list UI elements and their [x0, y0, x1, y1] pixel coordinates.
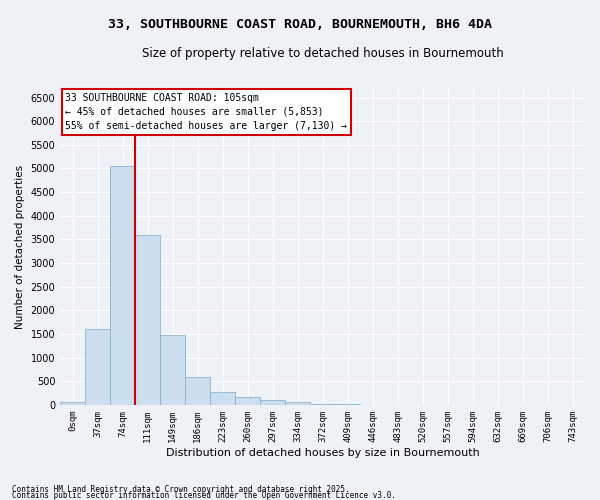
Text: 33 SOUTHBOURNE COAST ROAD: 105sqm
← 45% of detached houses are smaller (5,853)
5: 33 SOUTHBOURNE COAST ROAD: 105sqm ← 45% …: [65, 93, 347, 131]
Bar: [235, 396, 260, 405]
Bar: [260, 400, 285, 405]
Text: Contains HM Land Registry data © Crown copyright and database right 2025.: Contains HM Land Registry data © Crown c…: [12, 484, 350, 494]
Bar: [60, 402, 85, 405]
Bar: [160, 335, 185, 405]
Bar: [210, 392, 235, 405]
Text: Contains public sector information licensed under the Open Government Licence v3: Contains public sector information licen…: [12, 490, 396, 500]
Text: 33, SOUTHBOURNE COAST ROAD, BOURNEMOUTH, BH6 4DA: 33, SOUTHBOURNE COAST ROAD, BOURNEMOUTH,…: [108, 18, 492, 30]
Bar: [285, 402, 310, 405]
Y-axis label: Number of detached properties: Number of detached properties: [15, 164, 25, 328]
X-axis label: Distribution of detached houses by size in Bournemouth: Distribution of detached houses by size …: [166, 448, 479, 458]
Bar: [110, 166, 135, 405]
Bar: [135, 234, 160, 405]
Title: Size of property relative to detached houses in Bournemouth: Size of property relative to detached ho…: [142, 48, 503, 60]
Bar: [335, 404, 360, 405]
Bar: [85, 329, 110, 405]
Bar: [310, 404, 335, 405]
Bar: [185, 377, 210, 405]
